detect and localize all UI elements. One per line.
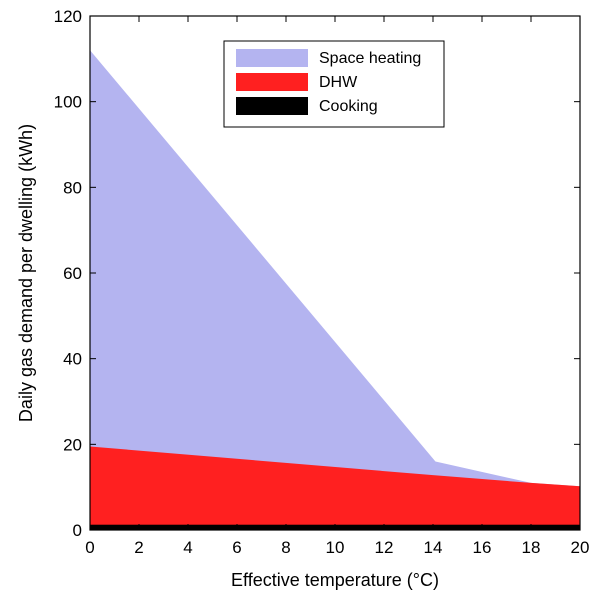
legend-label-space-heating: Space heating (319, 50, 421, 67)
legend: Space heating DHW Cooking (223, 40, 445, 128)
legend-swatch-cooking (236, 97, 308, 115)
x-tick-label: 20 (571, 538, 590, 557)
area-dhw (90, 446, 580, 530)
x-tick-label: 2 (134, 538, 143, 557)
y-tick-label: 0 (73, 521, 82, 540)
x-tick-label: 0 (85, 538, 94, 557)
x-tick-label: 12 (375, 538, 394, 557)
axis-ticks: 0 2 4 6 8 10 12 14 16 18 20 0 20 40 60 80 100 120 (54, 7, 590, 557)
x-tick-label: 14 (424, 538, 443, 557)
legend-swatch-space-heating (236, 49, 308, 67)
area-space-heating (90, 50, 580, 531)
legend-swatch-dhw (236, 73, 308, 91)
legend-label-cooking: Cooking (319, 98, 378, 115)
y-tick-label: 120 (54, 7, 82, 26)
x-tick-label: 4 (183, 538, 192, 557)
x-tick-label: 18 (522, 538, 541, 557)
y-tick-label: 20 (63, 435, 82, 454)
y-axis-label: Daily gas demand per dwelling (kWh) (16, 124, 36, 422)
y-tick-label: 60 (63, 264, 82, 283)
x-tick-label: 10 (326, 538, 345, 557)
x-tick-label: 16 (473, 538, 492, 557)
y-tick-label: 100 (54, 93, 82, 112)
y-tick-label: 40 (63, 350, 82, 369)
x-axis-label: Effective temperature (°C) (231, 570, 439, 590)
x-tick-label: 8 (281, 538, 290, 557)
x-tick-label: 6 (232, 538, 241, 557)
y-tick-label: 80 (63, 178, 82, 197)
legend-label-dhw: DHW (319, 74, 358, 91)
